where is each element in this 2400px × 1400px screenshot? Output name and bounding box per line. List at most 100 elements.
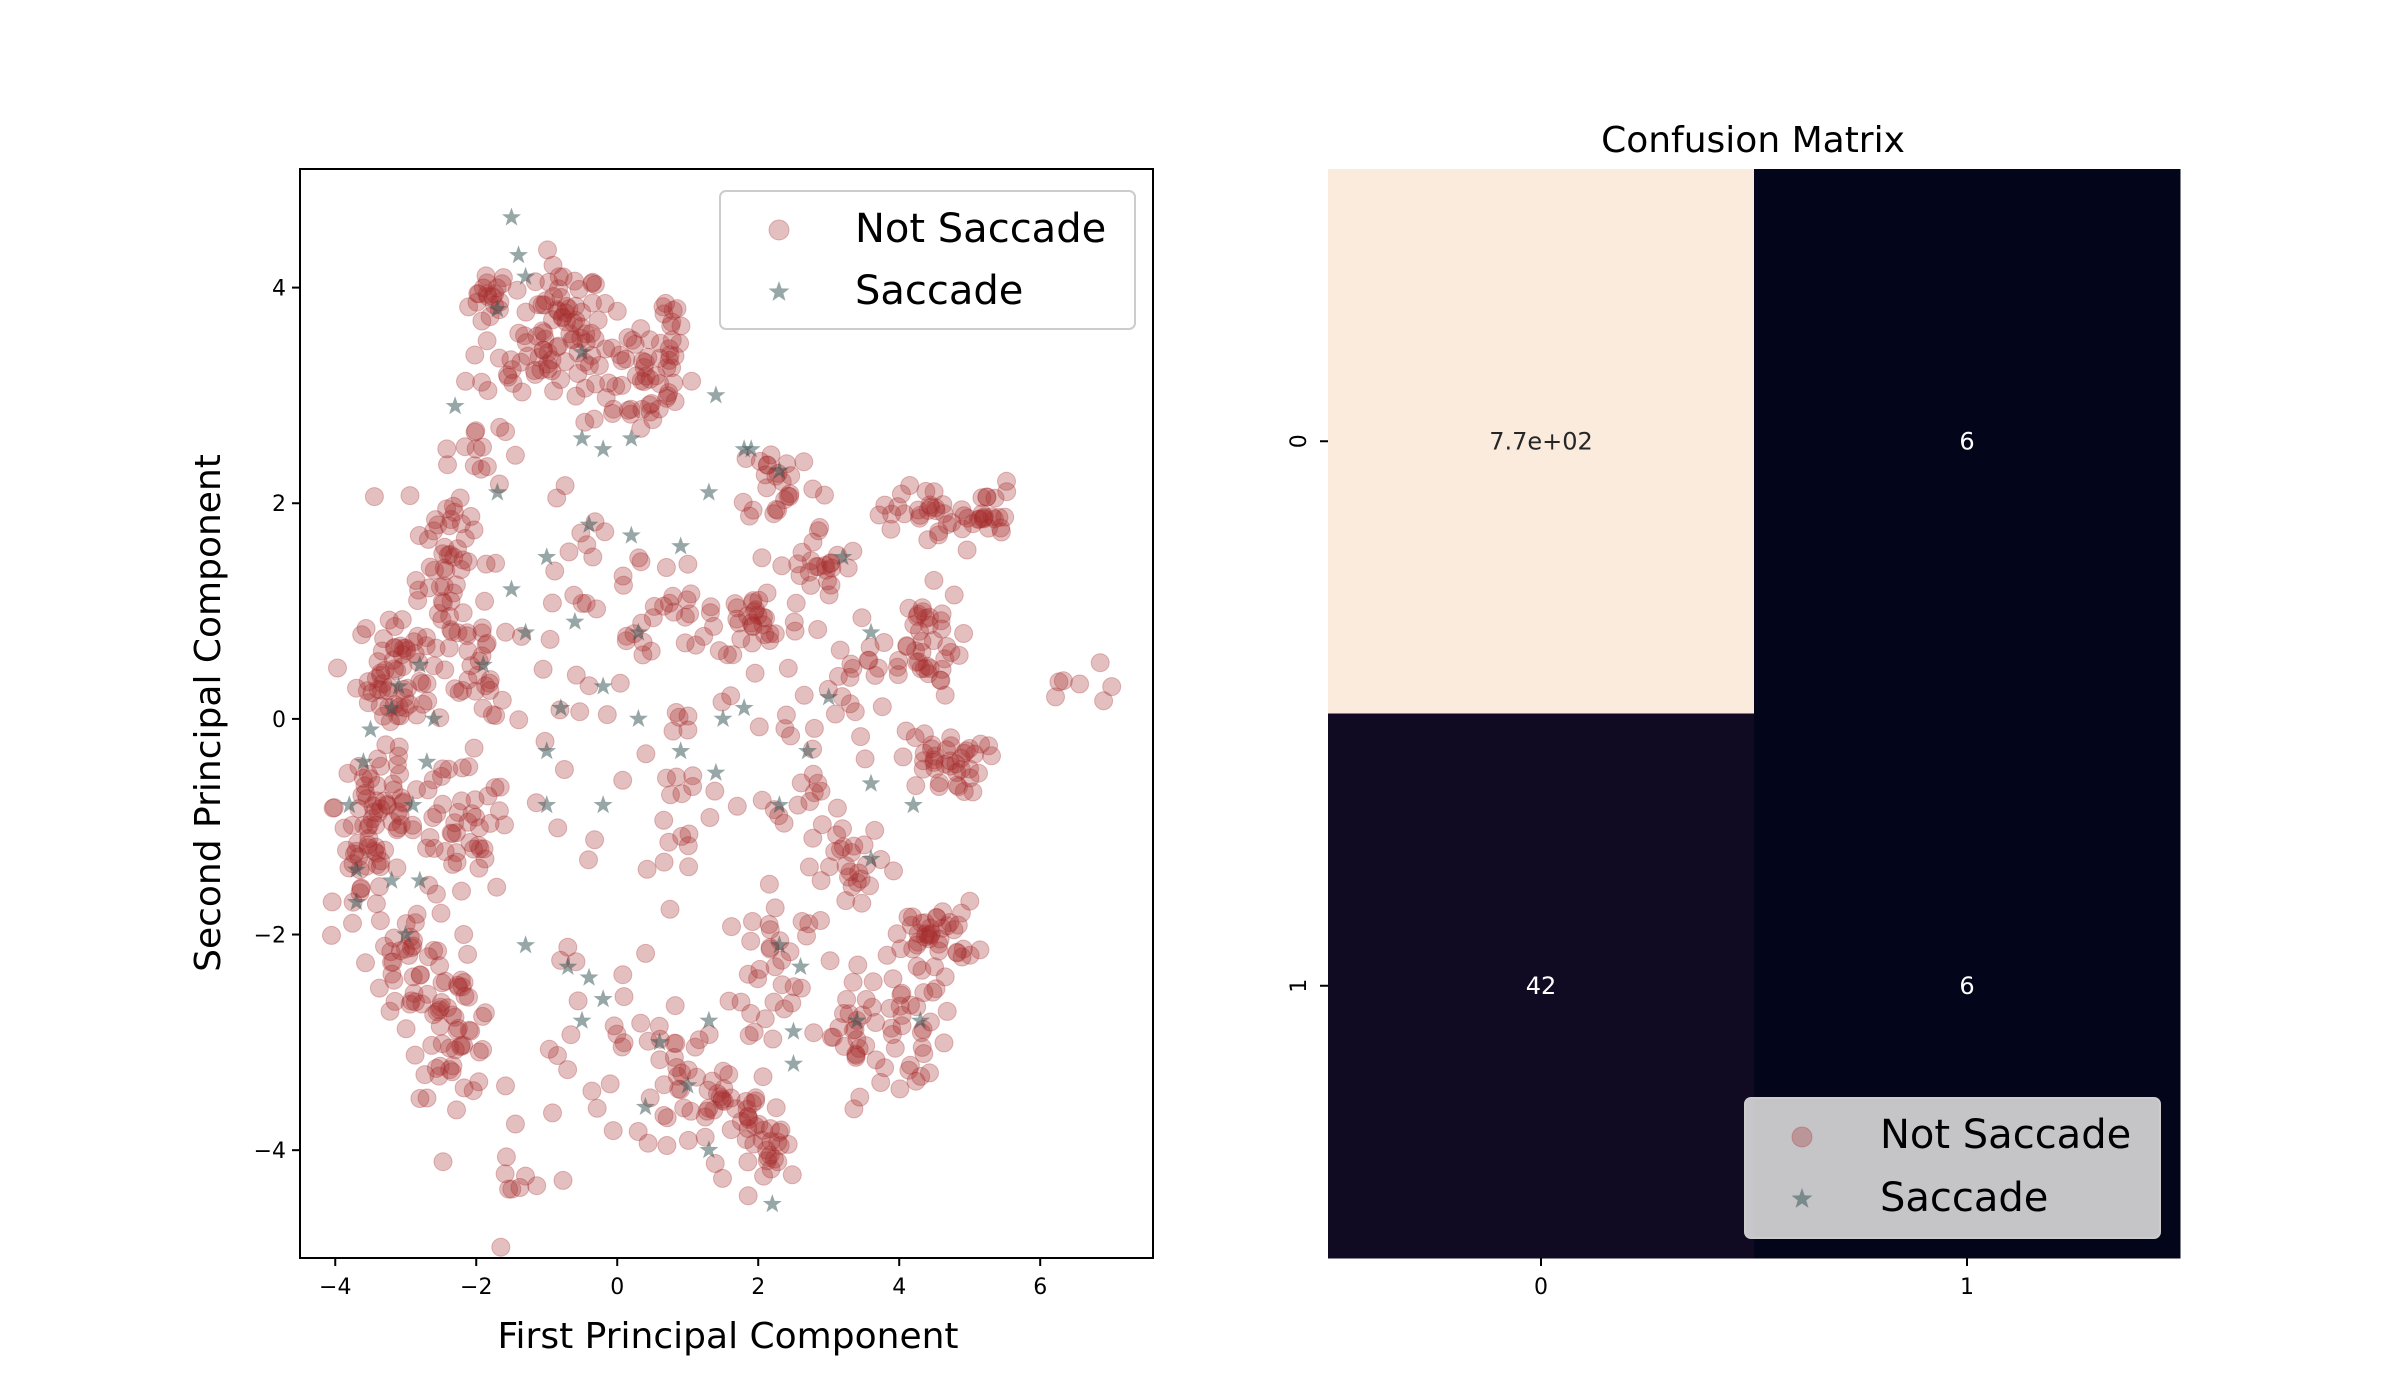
- scatter-point-not-saccade: [455, 528, 475, 548]
- scatter-point-not-saccade: [698, 1080, 718, 1100]
- scatter-point-saccade: [699, 1010, 719, 1029]
- scatter-point-not-saccade: [669, 707, 689, 727]
- scatter-point-not-saccade: [499, 1179, 519, 1199]
- scatter-point-not-saccade: [932, 604, 952, 624]
- scatter-point-not-saccade: [603, 1121, 623, 1141]
- scatter-point-not-saccade: [960, 739, 979, 758]
- scatter-point-saccade: [346, 859, 366, 878]
- scatter-point-not-saccade: [782, 1165, 802, 1185]
- scatter-point-not-saccade: [899, 598, 919, 618]
- scatter-point-not-saccade: [432, 592, 452, 612]
- scatter-point-not-saccade: [579, 356, 599, 376]
- scatter-point-not-saccade: [657, 768, 676, 788]
- scatter-point-not-saccade: [741, 931, 761, 951]
- scatter-point-not-saccade: [726, 1099, 746, 1119]
- scatter-point-not-saccade: [472, 372, 492, 392]
- scatter-point-not-saccade: [614, 1033, 634, 1053]
- scatter-point-not-saccade: [451, 514, 471, 534]
- scatter-point-not-saccade: [396, 1019, 416, 1039]
- scatter-point-not-saccade: [448, 623, 468, 643]
- scatter-point-not-saccade: [719, 991, 739, 1011]
- scatter-panel: −4 −2 0 2 4 6 −4 −2 0 2 4 First Principal Compone…: [188, 168, 1154, 1357]
- scatter-point-not-saccade: [407, 904, 427, 924]
- scatter-point-not-saccade: [392, 645, 412, 665]
- scatter-point-not-saccade: [626, 366, 646, 386]
- scatter-point-not-saccade: [554, 760, 574, 779]
- scatter-point-not-saccade: [674, 1098, 694, 1118]
- scatter-point-not-saccade: [908, 932, 928, 952]
- scatter-point-not-saccade: [727, 796, 747, 816]
- scatter-point-not-saccade: [766, 499, 786, 519]
- scatter-point-not-saccade: [472, 311, 492, 331]
- scatter-point-not-saccade: [407, 705, 427, 725]
- scatter-point-not-saccade: [811, 911, 830, 930]
- scatter-point-not-saccade: [385, 638, 405, 658]
- scatter-point-not-saccade: [371, 799, 391, 819]
- scatter-point-not-saccade: [664, 1047, 684, 1067]
- scatter-point-not-saccade: [384, 780, 404, 800]
- scatter-point-not-saccade: [547, 300, 567, 320]
- scatter-point-not-saccade: [426, 510, 445, 530]
- scatter-point-not-saccade: [322, 925, 341, 945]
- scatter-point-not-saccade: [420, 557, 440, 577]
- scatter-point-not-saccade: [583, 293, 602, 313]
- scatter-point-not-saccade: [833, 837, 853, 857]
- scatter-point-not-saccade: [910, 508, 929, 528]
- scatter-point-not-saccade: [442, 824, 462, 844]
- scatter-point-not-saccade: [660, 593, 679, 613]
- scatter-point-not-saccade: [451, 970, 471, 990]
- scatter-point-not-saccade: [797, 926, 816, 946]
- scatter-point-not-saccade: [727, 609, 747, 629]
- scatter-point-not-saccade: [885, 1038, 905, 1058]
- scatter-point-not-saccade: [532, 295, 552, 315]
- scatter-point-not-saccade: [753, 607, 773, 627]
- scatter-point-not-saccade: [437, 439, 457, 459]
- scatter-point-not-saccade: [920, 495, 940, 515]
- scatter-point-not-saccade: [432, 1034, 452, 1054]
- scatter-point-not-saccade: [641, 394, 661, 413]
- scatter-point-not-saccade: [919, 615, 939, 635]
- x-axis-ticks: −4 −2 0 2 4 6: [319, 1258, 1047, 1300]
- scatter-point-not-saccade: [914, 659, 934, 678]
- y-tick-label: −4: [254, 1139, 286, 1164]
- scatter-point-not-saccade: [443, 854, 463, 874]
- x-tick-label: 2: [751, 1275, 765, 1300]
- scatter-point-not-saccade: [725, 594, 745, 614]
- scatter-point-not-saccade: [442, 1005, 462, 1025]
- scatter-point-not-saccade: [375, 791, 394, 811]
- scatter-point-not-saccade: [960, 945, 980, 965]
- scatter-point-not-saccade: [654, 304, 674, 324]
- scatter-point-not-saccade: [636, 943, 656, 963]
- scatter-point-not-saccade: [621, 404, 641, 424]
- scatter-point-not-saccade: [803, 532, 823, 552]
- scatter-point-not-saccade: [792, 542, 812, 562]
- scatter-point-not-saccade: [453, 603, 473, 623]
- scatter-point-not-saccade: [665, 392, 685, 411]
- scatter-point-not-saccade: [810, 518, 830, 537]
- scatter-point-not-saccade: [931, 611, 951, 631]
- scatter-point-not-saccade: [575, 378, 595, 398]
- scatter-point-not-saccade: [820, 857, 839, 877]
- scatter-point-not-saccade: [903, 907, 922, 927]
- scatter-point-not-saccade: [432, 766, 451, 786]
- scatter-point-not-saccade: [784, 977, 804, 997]
- scatter-point-not-saccade: [485, 778, 505, 798]
- confusion-matrix-cell-label: 6: [1959, 427, 1974, 455]
- scatter-point-not-saccade: [912, 642, 932, 662]
- scatter-point-not-saccade: [475, 1003, 495, 1023]
- scatter-point-not-saccade: [417, 1088, 437, 1108]
- scatter-point-not-saccade: [882, 504, 902, 524]
- scatter-point-not-saccade: [553, 307, 573, 327]
- scatter-point-not-saccade: [507, 280, 527, 300]
- scatter-point-not-saccade: [970, 509, 990, 529]
- scatter-point-not-saccade: [799, 562, 819, 582]
- scatter-point-not-saccade: [884, 861, 903, 881]
- confusion-matrix-cell: [1328, 169, 1755, 714]
- scatter-point-not-saccade: [511, 352, 531, 372]
- scatter-point-not-saccade: [654, 810, 674, 830]
- scatter-point-not-saccade: [875, 495, 895, 515]
- scatter-point-not-saccade: [525, 361, 544, 380]
- scatter-point-not-saccade: [1094, 691, 1114, 711]
- scatter-point-not-saccade: [441, 510, 461, 529]
